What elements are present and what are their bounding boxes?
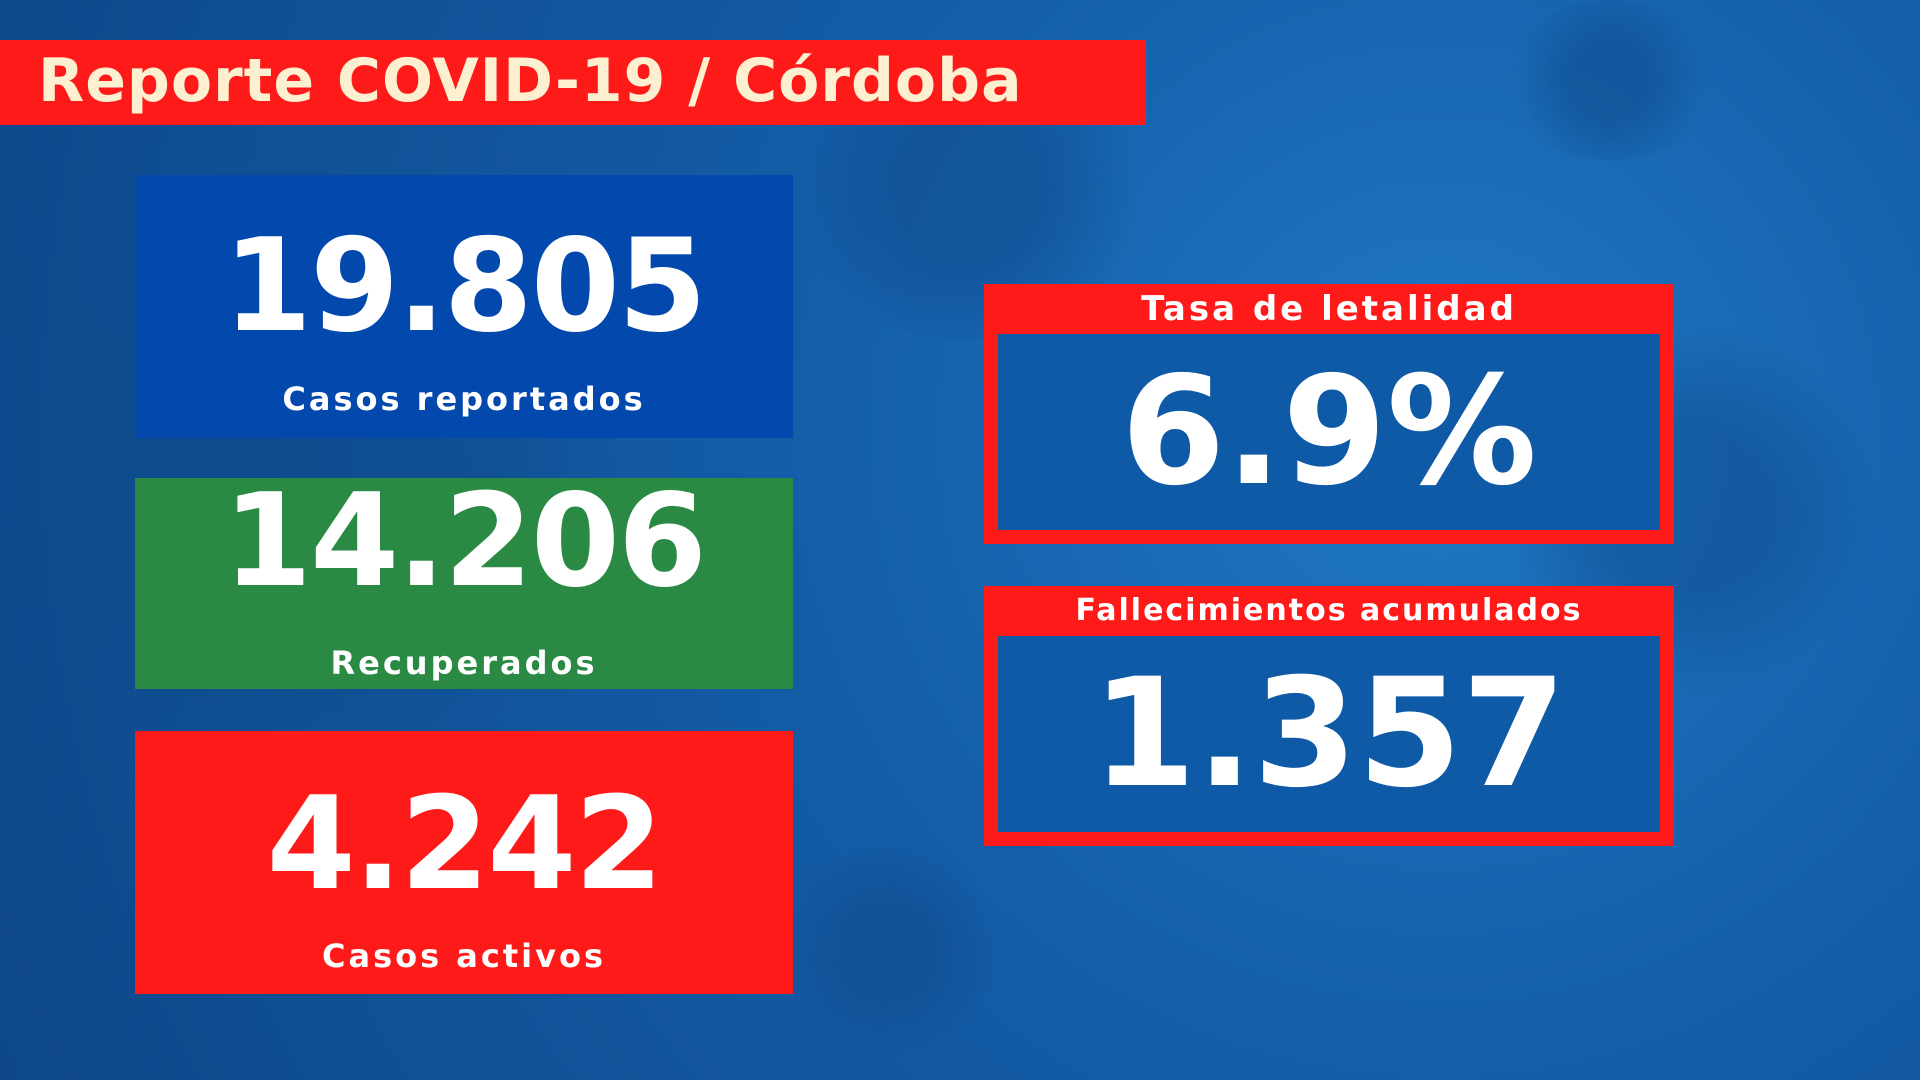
active-cases-label: Casos activos (321, 937, 606, 975)
deaths-value: 1.357 (1091, 647, 1567, 821)
cases-reported-label: Casos reportados (282, 380, 646, 418)
title-banner: Reporte COVID-19 / Córdoba (0, 40, 1146, 125)
active-cases-value: 4.242 (266, 770, 664, 919)
lethality-rate-value: 6.9% (1120, 345, 1537, 519)
virus-decoration (780, 840, 1000, 1060)
recovered-card: 14.206 Recuperados (135, 478, 793, 689)
deaths-box: Fallecimientos acumulados 1.357 (984, 586, 1674, 846)
cases-reported-card: 19.805 Casos reportados (135, 175, 793, 438)
active-cases-card: 4.242 Casos activos (135, 731, 793, 994)
cases-reported-value: 19.805 (223, 212, 707, 361)
lethality-rate-box: Tasa de letalidad 6.9% (984, 284, 1674, 544)
deaths-label: Fallecimientos acumulados (1075, 593, 1583, 628)
recovered-value: 14.206 (223, 467, 707, 616)
recovered-label: Recuperados (330, 644, 598, 682)
virus-decoration (1500, 0, 1720, 160)
lethality-rate-label: Tasa de letalidad (1141, 289, 1517, 329)
page-title: Reporte COVID-19 / Córdoba (38, 46, 1023, 116)
